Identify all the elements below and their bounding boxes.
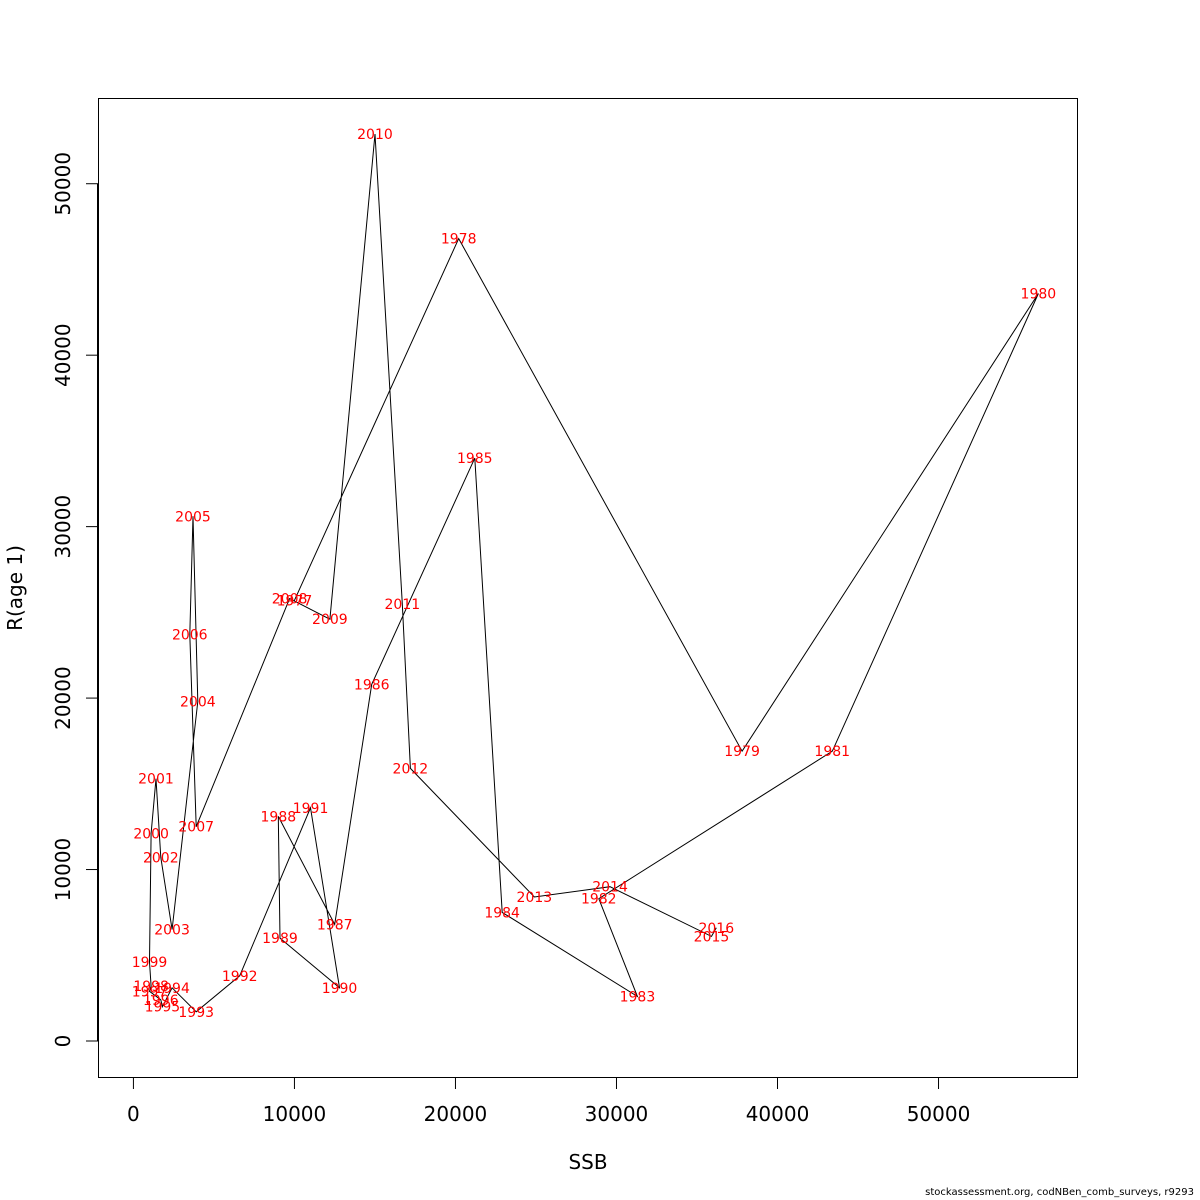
point-label-2014: 2014 xyxy=(592,880,628,896)
point-label-1984: 1984 xyxy=(484,905,520,921)
y-tick-label: 30000 xyxy=(51,495,75,559)
x-tick-label: 0 xyxy=(127,1102,140,1126)
point-label-1997: 1997 xyxy=(132,984,168,1000)
x-axis: 0 10000 20000 30000 40000 50000 xyxy=(127,1077,970,1126)
point-label-2010: 2010 xyxy=(357,127,393,143)
x-tick-label: 50000 xyxy=(907,1102,971,1126)
point-label-1992: 1992 xyxy=(222,969,258,985)
point-label-2000: 2000 xyxy=(133,827,169,843)
point-label-1991: 1991 xyxy=(293,801,329,817)
point-label-1985: 1985 xyxy=(457,451,493,467)
point-label-1987: 1987 xyxy=(317,917,353,933)
point-label-1998: 1998 xyxy=(133,979,169,995)
point-label-1990: 1990 xyxy=(322,981,358,997)
series-line xyxy=(148,133,1039,1013)
point-label-2011: 2011 xyxy=(385,597,421,613)
plot-frame xyxy=(98,98,1078,1078)
y-tick-label: 20000 xyxy=(51,666,75,730)
y-tick-label: 10000 xyxy=(51,838,75,902)
point-label-2004: 2004 xyxy=(180,695,216,711)
point-label-2013: 2013 xyxy=(517,890,553,906)
point-label-1980: 1980 xyxy=(1021,286,1057,302)
point-label-2008: 2008 xyxy=(272,592,308,608)
point-label-1978: 1978 xyxy=(441,232,477,248)
point-label-1988: 1988 xyxy=(261,809,297,825)
point-label-1993: 1993 xyxy=(178,1005,214,1021)
point-label-1995: 1995 xyxy=(145,1000,181,1016)
y-tick-label: 40000 xyxy=(51,323,75,387)
x-tick-label: 20000 xyxy=(424,1102,488,1126)
point-label-2002: 2002 xyxy=(143,851,179,867)
point-label-1989: 1989 xyxy=(262,931,298,947)
point-label-2005: 2005 xyxy=(175,509,211,525)
point-label-2009: 2009 xyxy=(312,612,348,628)
point-label-2001: 2001 xyxy=(138,772,174,788)
x-axis-title: SSB xyxy=(568,1150,607,1174)
point-label-1979: 1979 xyxy=(724,744,760,760)
point-label-1999: 1999 xyxy=(132,955,168,971)
point-label-2003: 2003 xyxy=(154,923,190,939)
point-label-2007: 2007 xyxy=(178,820,214,836)
y-tick-label: 50000 xyxy=(51,152,75,216)
point-label-1994: 1994 xyxy=(154,981,190,997)
point-label-1983: 1983 xyxy=(620,989,656,1005)
x-tick-label: 10000 xyxy=(263,1102,327,1126)
y-tick-label: 0 xyxy=(51,1035,75,1048)
footer-credit: stockassessment.org, codNBen_comb_survey… xyxy=(925,1187,1194,1198)
point-label-2006: 2006 xyxy=(172,628,208,644)
point-label-1986: 1986 xyxy=(354,677,390,693)
point-label-2016: 2016 xyxy=(698,921,734,937)
y-axis-title: R(age 1) xyxy=(3,545,27,631)
y-axis: 0 10000 20000 30000 40000 50000 xyxy=(51,152,98,1047)
point-label-1981: 1981 xyxy=(814,744,850,760)
point-label-2012: 2012 xyxy=(393,761,429,777)
point-label-1996: 1996 xyxy=(143,993,179,1009)
point-label-1977: 1977 xyxy=(277,593,313,609)
x-tick-label: 40000 xyxy=(746,1102,810,1126)
point-label-1982: 1982 xyxy=(581,892,617,908)
point-labels: 1977 1978 1979 1980 1981 1982 1983 1984 1985 1986… xyxy=(132,127,1056,1021)
x-tick-label: 30000 xyxy=(585,1102,649,1126)
point-label-2015: 2015 xyxy=(694,929,730,945)
